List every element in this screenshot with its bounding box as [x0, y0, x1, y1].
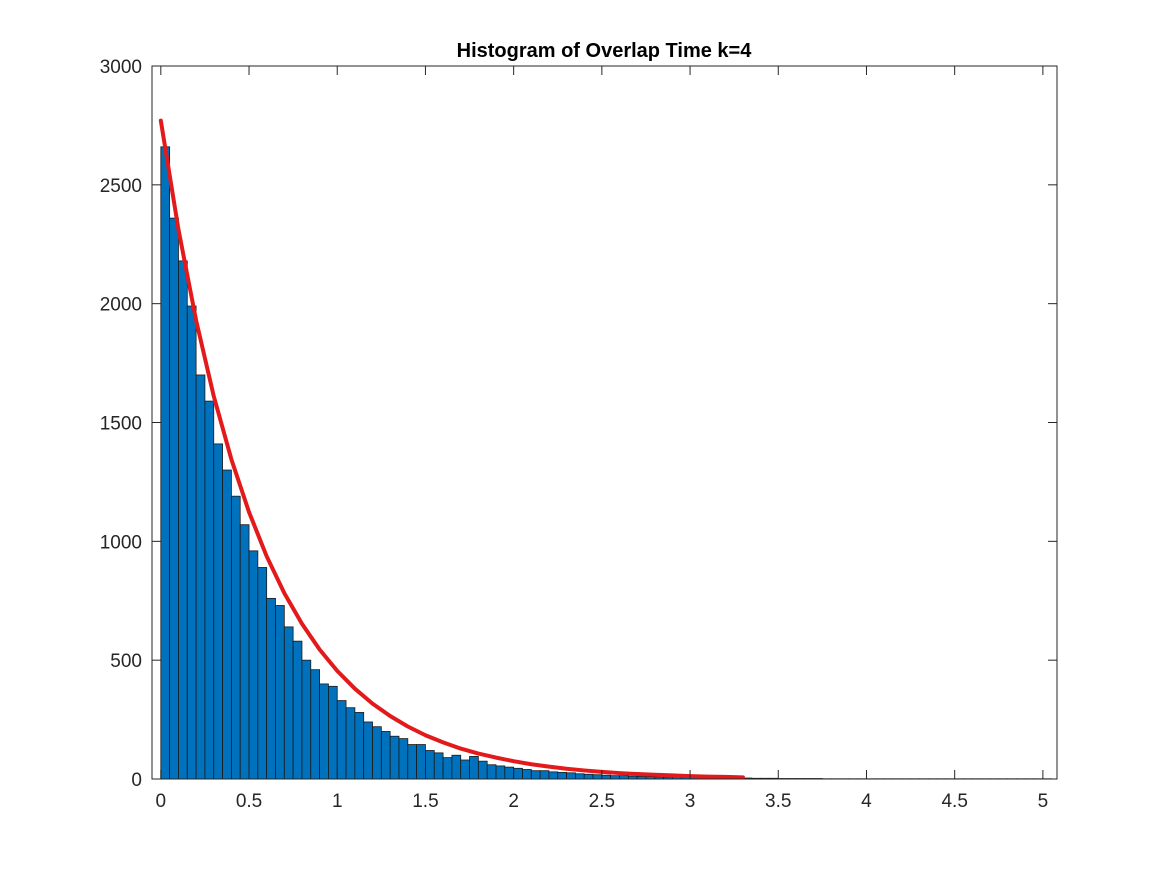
histogram-bar	[566, 772, 576, 780]
histogram-bar	[178, 260, 188, 780]
histogram-bar	[504, 766, 515, 780]
x-tick-label: 4.5	[941, 791, 967, 812]
y-tick-label: 3000	[100, 57, 142, 78]
histogram-bar	[354, 712, 365, 780]
histogram-bar	[222, 469, 232, 780]
x-tick-label: 5	[1038, 791, 1049, 812]
histogram-bar	[539, 770, 550, 780]
histogram-bar	[266, 597, 276, 780]
histogram-bar	[477, 760, 488, 780]
histogram-bar	[469, 756, 479, 780]
histogram-bar	[380, 731, 391, 780]
x-tick-label: 2.5	[589, 791, 615, 812]
histogram-bar	[160, 146, 171, 780]
x-tick-label: 2	[508, 791, 519, 812]
histogram-bar	[257, 567, 268, 780]
histogram-bar	[319, 683, 329, 780]
histogram-bar	[372, 726, 382, 780]
histogram-bar	[213, 443, 223, 780]
histogram-bar	[283, 626, 294, 780]
histogram-bar	[425, 750, 435, 780]
histogram-bar	[601, 774, 612, 780]
histogram-bar	[336, 700, 347, 780]
histogram-bar	[495, 765, 506, 780]
x-axis-ticks: 0 0.5 1 1.5 2 2.5 3 3.5 4 4.5 5	[156, 66, 1049, 812]
histogram-bar	[460, 759, 470, 780]
histogram-bar	[310, 669, 320, 780]
histogram-bar	[275, 605, 285, 780]
fit-curve-group	[158, 118, 745, 780]
chart-title: Histogram of Overlap Time k=4	[457, 40, 753, 62]
histogram-bar	[574, 773, 585, 780]
histogram-bar	[451, 754, 462, 780]
y-axis-ticks: 0 500 1000 1500 2000 2500 3000	[100, 57, 1057, 791]
histogram-bar	[248, 550, 259, 780]
histogram-bar	[522, 769, 532, 780]
histogram-bar	[442, 757, 453, 780]
histogram-bar	[301, 659, 312, 780]
histogram-bar	[548, 771, 559, 780]
histogram-bar	[195, 374, 206, 780]
y-tick-label: 2500	[100, 176, 142, 197]
histogram-bar	[398, 738, 409, 780]
y-tick-label: 1000	[100, 532, 142, 553]
histogram-bar	[186, 305, 197, 780]
histogram-bar	[239, 524, 250, 780]
histogram-bar	[592, 774, 603, 780]
histogram-bar	[530, 770, 541, 780]
histogram-bar	[486, 764, 497, 780]
histogram-bar	[345, 707, 356, 780]
histogram-bar	[407, 744, 418, 780]
fit-curve-line	[158, 118, 745, 780]
histogram-bar	[204, 400, 215, 780]
histogram-bar	[557, 771, 567, 780]
histogram-bar	[169, 217, 179, 780]
y-tick-label: 500	[110, 651, 142, 672]
y-tick-label: 2000	[100, 295, 142, 316]
x-tick-label: 1	[332, 791, 343, 812]
x-tick-label: 4	[861, 791, 872, 812]
histogram-bar	[230, 495, 241, 780]
x-tick-label: 3	[685, 791, 696, 812]
x-tick-label: 3.5	[765, 791, 791, 812]
x-tick-label: 0.5	[236, 791, 262, 812]
y-tick-label: 1500	[100, 414, 142, 435]
y-tick-label: 0	[131, 770, 142, 791]
x-tick-label: 0	[156, 791, 167, 812]
histogram-bar	[416, 744, 426, 780]
histogram-bar	[328, 685, 338, 780]
x-tick-label: 1.5	[412, 791, 438, 812]
histogram-bar	[513, 767, 523, 780]
histogram-bar	[363, 721, 373, 780]
histogram-bar	[433, 752, 444, 780]
histogram-bar	[583, 773, 594, 780]
histogram-bar	[389, 735, 400, 780]
histogram-bar	[292, 640, 303, 780]
